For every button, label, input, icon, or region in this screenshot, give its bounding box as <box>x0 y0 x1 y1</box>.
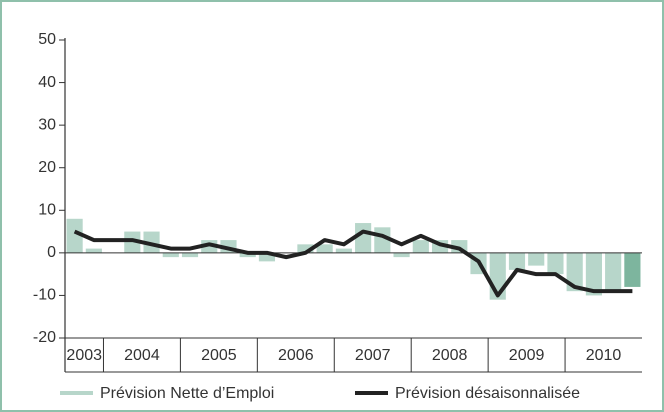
y-tick-label: 40 <box>38 74 56 91</box>
bar <box>355 223 372 253</box>
y-tick-label: 10 <box>38 202 56 219</box>
y-tick-label: -10 <box>33 287 56 304</box>
legend-label: Prévision Nette d’Emploi <box>100 385 274 402</box>
bar <box>624 252 641 287</box>
bar <box>85 248 102 253</box>
bar <box>239 252 256 258</box>
y-tick-label: 30 <box>38 116 56 133</box>
bar <box>528 252 545 266</box>
bar <box>393 252 410 258</box>
x-tick-label: 2004 <box>124 347 160 364</box>
bar <box>566 252 583 292</box>
bar <box>585 252 602 296</box>
bar <box>412 240 429 253</box>
x-tick-label: 2010 <box>586 347 622 364</box>
bar <box>162 252 179 258</box>
bar <box>124 231 141 253</box>
bar <box>66 218 83 253</box>
bar <box>508 252 526 270</box>
x-tick-label: 2005 <box>201 347 237 364</box>
legend-label: Prévision désaisonnalisée <box>395 385 580 402</box>
bar <box>605 252 622 292</box>
bar <box>316 244 333 253</box>
y-tick-label: 0 <box>47 244 56 261</box>
y-tick-label: 50 <box>38 31 56 48</box>
x-tick-label: 2003 <box>66 347 102 364</box>
bar <box>297 244 314 253</box>
y-tick-label: -20 <box>33 329 56 346</box>
x-tick-label: 2008 <box>432 347 468 364</box>
bar <box>143 231 160 253</box>
bar <box>547 252 564 275</box>
x-tick-label: 2009 <box>509 347 545 364</box>
line <box>73 229 633 298</box>
bar <box>335 248 352 253</box>
bar <box>181 252 199 258</box>
x-tick-label: 2006 <box>278 347 314 364</box>
bar <box>258 252 276 262</box>
y-tick-label: 20 <box>38 159 56 176</box>
x-tick-label: 2007 <box>355 347 391 364</box>
